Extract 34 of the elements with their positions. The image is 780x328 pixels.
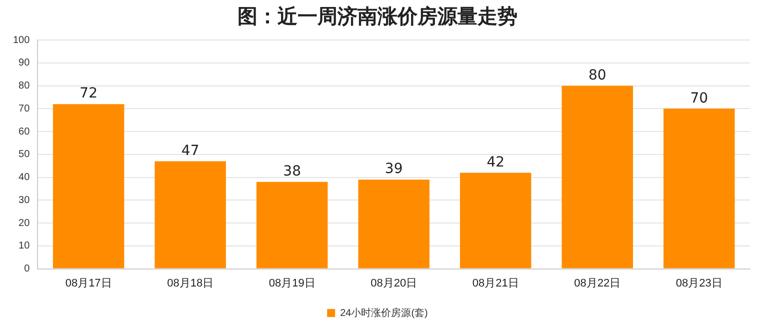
bar: [154, 161, 226, 268]
x-tick-label: 08月18日: [167, 277, 214, 290]
data-label: 39: [384, 161, 403, 178]
y-tick-label: 0: [24, 264, 30, 275]
bar: [562, 86, 633, 268]
y-tick-label: 40: [18, 172, 30, 184]
y-tick-label: 80: [18, 80, 30, 92]
x-tick-label: 08月19日: [268, 277, 316, 290]
data-label: 42: [486, 154, 505, 170]
x-tick-label: 08月17日: [65, 277, 112, 290]
y-tick-label: 70: [18, 103, 30, 114]
bar: [256, 182, 328, 268]
x-tick-label: 08月20日: [370, 277, 418, 290]
data-label: 70: [690, 90, 708, 106]
data-label: 72: [80, 86, 98, 102]
legend-label: 24小时涨价房源(套): [340, 306, 428, 319]
data-label: 47: [181, 142, 200, 159]
x-tick-label: 08月22日: [574, 277, 621, 290]
x-tick-label: 08月21日: [472, 277, 519, 290]
chart-title: 图：近一周济南涨价房源量走势: [238, 4, 518, 28]
y-tick-label: 100: [12, 34, 30, 46]
y-tick-label: 90: [18, 58, 30, 69]
y-tick-label: 20: [18, 218, 30, 229]
data-label: 38: [283, 163, 301, 180]
y-tick-label: 30: [18, 194, 30, 206]
bar: [664, 108, 735, 268]
x-tick-label: 08月23日: [676, 277, 722, 290]
bar: [52, 104, 124, 268]
y-tick-label: 60: [18, 126, 30, 138]
y-tick-label: 50: [18, 149, 30, 160]
bar: [460, 172, 532, 268]
data-label: 80: [588, 67, 606, 84]
y-tick-label: 10: [18, 240, 30, 252]
bar: [358, 180, 430, 268]
